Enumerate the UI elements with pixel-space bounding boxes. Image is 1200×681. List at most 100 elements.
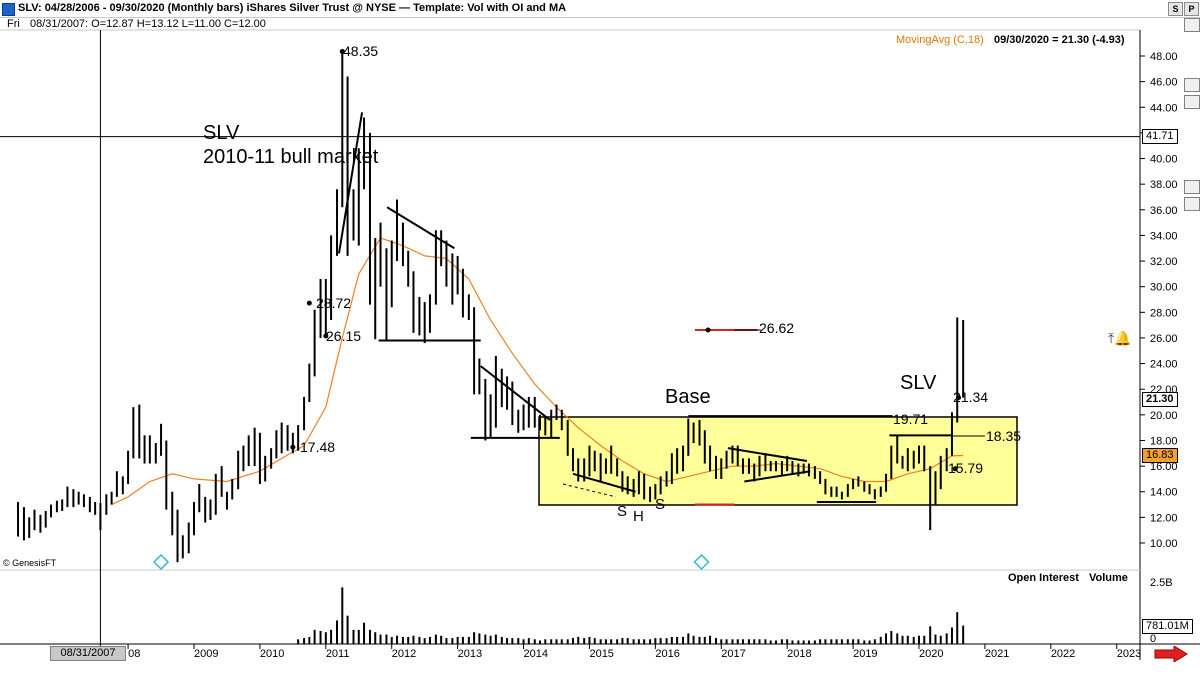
info-bar: Fri 08/31/2007: O=12.87 H=13.12 L=11.00 … — [0, 17, 1140, 32]
trendlines — [152, 49, 985, 571]
panel-button-4[interactable] — [1184, 180, 1200, 194]
marker-dot — [290, 444, 296, 450]
annotation-title-line2: 2010-11 bull market — [203, 146, 379, 168]
app-icon — [2, 3, 15, 16]
ma-last-tag: 16.83 — [1142, 448, 1178, 463]
x-tick-label: 2015 — [589, 648, 613, 660]
label-17-48: 17.48 — [300, 439, 336, 455]
y-tick-label: 44.00 — [1150, 102, 1178, 114]
marker-dot — [952, 466, 958, 472]
y-tick-label: 18.00 — [1150, 435, 1178, 447]
x-tick-label: 2016 — [655, 648, 679, 660]
volume-label: Volume — [1089, 572, 1128, 584]
panel-button-5[interactable] — [1184, 197, 1200, 211]
marker-dot — [956, 395, 962, 401]
trendline — [744, 470, 811, 483]
marker-dot — [339, 49, 345, 55]
volume-tick-zero: 0 — [1150, 633, 1157, 645]
volume-tick-top: 2.5B — [1150, 577, 1173, 589]
ma-value: 09/30/2020 = 21.30 (-4.93) — [994, 34, 1125, 46]
label-15-79: 15.79 — [948, 460, 984, 476]
event-marker-icon — [152, 553, 170, 571]
chart-frame — [0, 29, 1200, 660]
marker-dot — [323, 333, 329, 339]
y-tick-label: 24.00 — [1150, 359, 1178, 371]
copyright-label: © GenesisFT — [3, 558, 57, 568]
annotation-title-line1: SLV — [203, 122, 240, 144]
title-bar: SLV: 04/28/2006 - 09/30/2020 (Monthly ba… — [0, 0, 1200, 18]
y-tick-label: 30.00 — [1150, 282, 1178, 294]
x-tick-label: 2011 — [326, 648, 350, 660]
x-tick-label: 2009 — [194, 648, 218, 660]
x-tick-label: 08 — [128, 648, 140, 660]
trendline — [386, 206, 455, 250]
marker-dot — [306, 300, 312, 306]
ma-legend: MovingAvg (C,18) — [896, 34, 984, 46]
x-tick-label: 2023 — [1117, 648, 1141, 660]
y-tick-label: 34.00 — [1150, 230, 1178, 242]
ohlc-readout: 08/31/2007: O=12.87 H=13.12 L=11.00 C=12… — [30, 18, 266, 30]
window-title: SLV: 04/28/2006 - 09/30/2020 (Monthly ba… — [18, 2, 567, 14]
x-tick-label: 2013 — [458, 648, 482, 660]
trendline — [727, 447, 808, 462]
y-tick-label: 12.00 — [1150, 512, 1178, 524]
x-tick-label: 2019 — [853, 648, 877, 660]
panel-button-3[interactable] — [1184, 95, 1200, 109]
x-tick-label: 2010 — [260, 648, 284, 660]
print-button[interactable]: P — [1184, 2, 1199, 16]
crosshair-date-tag: 08/31/2007 — [50, 646, 126, 661]
label-shoulder-left: S — [617, 503, 628, 520]
label-19-71: 19.71 — [893, 411, 929, 427]
last-close-tag: 21.30 — [1142, 392, 1178, 407]
annotation-base: Base — [665, 386, 711, 408]
y-tick-label: 28.00 — [1150, 307, 1178, 319]
time-axis: 08 2009 2010 2011 2012 2013 2014 2015 2016 2017 20… — [127, 644, 1141, 660]
label-18-35: 18.35 — [986, 428, 1022, 444]
volume-bars — [297, 587, 965, 644]
base-box — [538, 416, 1018, 506]
price-axis: 10.0012.0014.0016.0018.0020.0022.0024.00… — [1140, 51, 1178, 550]
trendline — [572, 472, 636, 493]
label-21-34: 21.34 — [953, 389, 989, 405]
x-tick-label: 2012 — [392, 648, 416, 660]
x-tick-label: 2018 — [787, 648, 811, 660]
y-tick-label: 32.00 — [1150, 256, 1178, 268]
trendline — [338, 112, 364, 254]
y-tick-label: 10.00 — [1150, 538, 1178, 550]
y-tick-label: 16.00 — [1150, 461, 1178, 473]
trendline — [480, 365, 551, 421]
label-48-35: 48.35 — [343, 43, 379, 59]
x-tick-label: 2021 — [985, 648, 1009, 660]
label-shoulder-right: S — [655, 496, 666, 513]
x-tick-label: 2017 — [721, 648, 745, 660]
y-tick-label: 36.00 — [1150, 205, 1178, 217]
alert-bell-icon[interactable]: ⤒🔔 — [1108, 330, 1132, 346]
y-tick-label: 14.00 — [1150, 487, 1178, 499]
y-tick-label: 40.00 — [1150, 154, 1178, 166]
event-marker-icon — [693, 553, 710, 571]
y-tick-label: 20.00 — [1150, 410, 1178, 422]
panel-button-2[interactable] — [1184, 78, 1200, 92]
label-26-15: 26.15 — [326, 328, 362, 344]
y-tick-label: 48.00 — [1150, 51, 1178, 63]
crosshair-price-tag: 41.71 — [1142, 129, 1178, 144]
volume-last-tag: 781.01M — [1142, 619, 1193, 634]
panel-button-1[interactable] — [1184, 18, 1200, 32]
scroll-right-arrow-icon[interactable] — [1154, 646, 1188, 662]
y-tick-label: 38.00 — [1150, 179, 1178, 191]
x-tick-label: 2014 — [524, 648, 548, 660]
scale-button[interactable]: S — [1168, 2, 1183, 16]
y-tick-label: 26.00 — [1150, 333, 1178, 345]
label-26-62: 26.62 — [759, 320, 795, 336]
marker-dot — [705, 327, 711, 333]
day-label: Fri — [7, 18, 20, 30]
price-bars — [17, 51, 965, 563]
x-tick-label: 2020 — [919, 648, 943, 660]
annotation-slv: SLV — [900, 372, 937, 394]
y-tick-label: 46.00 — [1150, 77, 1178, 89]
open-interest-label: Open Interest — [1008, 572, 1079, 584]
x-tick-label: 2022 — [1051, 648, 1075, 660]
label-head: H — [633, 508, 644, 525]
label-28-72: 28.72 — [316, 295, 352, 311]
